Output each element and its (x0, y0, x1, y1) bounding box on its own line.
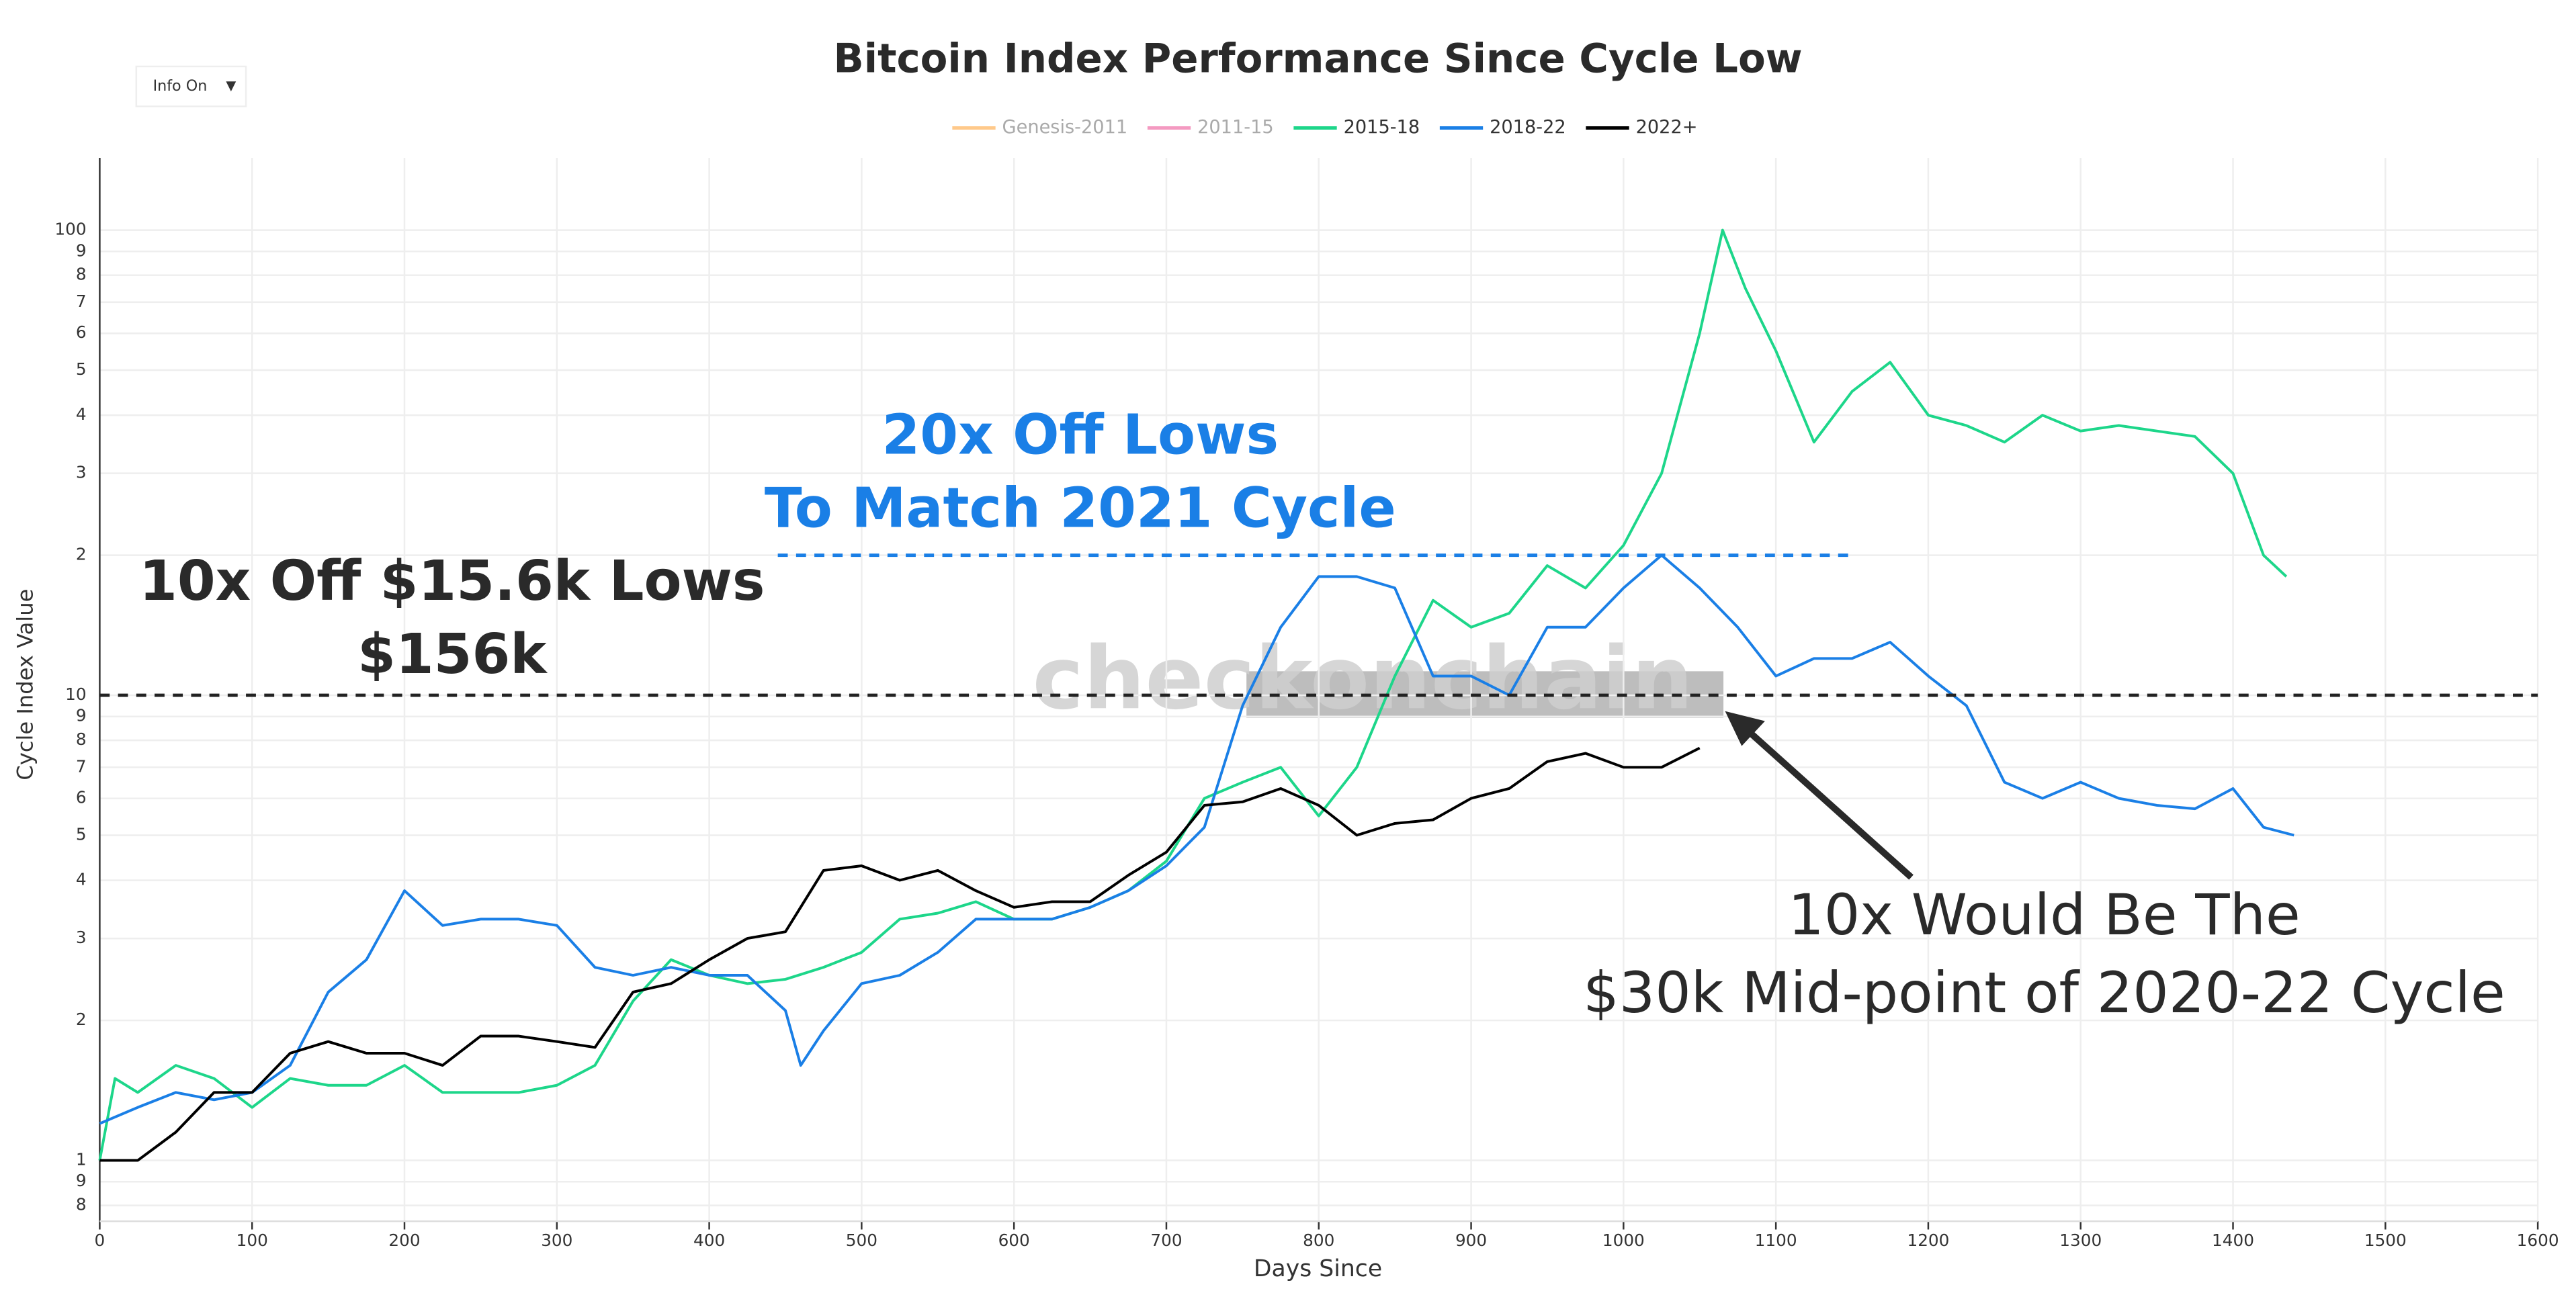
y-tick-label: 9 (76, 240, 87, 260)
y-tick-label: 5 (76, 359, 87, 379)
x-tick-label: 700 (1150, 1231, 1182, 1250)
x-tick-label: 0 (95, 1231, 105, 1250)
grid (99, 158, 2539, 1222)
y-tick-label: 10 (65, 684, 86, 704)
chart-title: Bitcoin Index Performance Since Cycle Lo… (833, 36, 1802, 82)
y-tick-label: 1 (76, 1150, 87, 1169)
y-tick-label: 7 (76, 292, 87, 311)
dropdown[interactable]: Info On (135, 65, 247, 107)
series-line (99, 553, 2294, 1125)
y-tick-label: 9 (76, 1171, 87, 1190)
y-tick-label: 5 (76, 825, 87, 844)
y-tick-label: 8 (76, 265, 87, 284)
legend-label[interactable]: 2022+ (1636, 117, 1698, 138)
annotation: 10x Would Be The (1788, 882, 2301, 948)
x-tick-label: 1600 (2517, 1231, 2559, 1250)
x-tick-label: 100 (237, 1231, 268, 1250)
y-tick-label: 100 (54, 220, 86, 239)
x-tick-label: 1200 (1907, 1231, 1949, 1250)
y-tick-label: 4 (76, 404, 87, 424)
annotation: 10x Off $15.6k Lows (139, 549, 765, 613)
y-tick-label: 2 (76, 1010, 87, 1029)
y-tick-label: 2 (76, 545, 87, 564)
y-tick-label: 9 (76, 706, 87, 725)
series-line (99, 746, 1701, 1162)
y-tick-label: 6 (76, 788, 87, 807)
annotation: $30k Mid-point of 2020-22 Cycle (1583, 960, 2505, 1026)
y-tick-label: 7 (76, 756, 87, 776)
dropdown-arrow[interactable] (226, 81, 237, 92)
legend-label[interactable]: 2015-18 (1344, 117, 1420, 138)
y-tick-label: 4 (76, 870, 87, 889)
watermark-group: checkonchain (1033, 629, 1724, 729)
x-tick-label: 1000 (1602, 1231, 1645, 1250)
x-tick-label: 1300 (2059, 1231, 2102, 1250)
x-tick-label: 400 (693, 1231, 725, 1250)
x-tick-label: 1100 (1755, 1231, 1797, 1250)
annotation-arrow (1746, 728, 1914, 880)
y-tick-label: 3 (76, 928, 87, 947)
y-tick-label: 8 (76, 1195, 87, 1214)
series-line (98, 228, 2288, 1161)
y-tick-label: 3 (76, 463, 87, 482)
x-tick-label: 500 (846, 1231, 877, 1250)
y-tick-label: 8 (76, 729, 87, 749)
annotation-arrowhead (1725, 711, 1765, 746)
annotation: 20x Off Lows (882, 403, 1279, 467)
y-axis-label: Cycle Index Value (13, 589, 38, 781)
annotation: $156k (357, 623, 548, 686)
x-tick-label: 300 (541, 1231, 572, 1250)
x-tick-label: 900 (1455, 1231, 1487, 1250)
x-tick-label: 200 (388, 1231, 420, 1250)
x-tick-label: 600 (998, 1231, 1030, 1250)
legend-label[interactable]: Genesis-2011 (1002, 117, 1128, 138)
legend-label[interactable]: 2018-22 (1490, 117, 1566, 138)
dropdown-box[interactable] (135, 65, 247, 107)
x-tick-label: 800 (1303, 1231, 1334, 1250)
y-tick-label: 6 (76, 322, 87, 342)
x-tick-label: 1500 (2364, 1231, 2407, 1250)
x-axis-label: Days Since (1254, 1255, 1382, 1282)
watermark: checkonchain (1033, 629, 1693, 729)
dropdown-label[interactable]: Info On (153, 77, 208, 95)
legend-label[interactable]: 2011-15 (1197, 117, 1274, 138)
annotation: To Match 2021 Cycle (765, 476, 1396, 540)
x-tick-label: 1400 (2212, 1231, 2254, 1250)
